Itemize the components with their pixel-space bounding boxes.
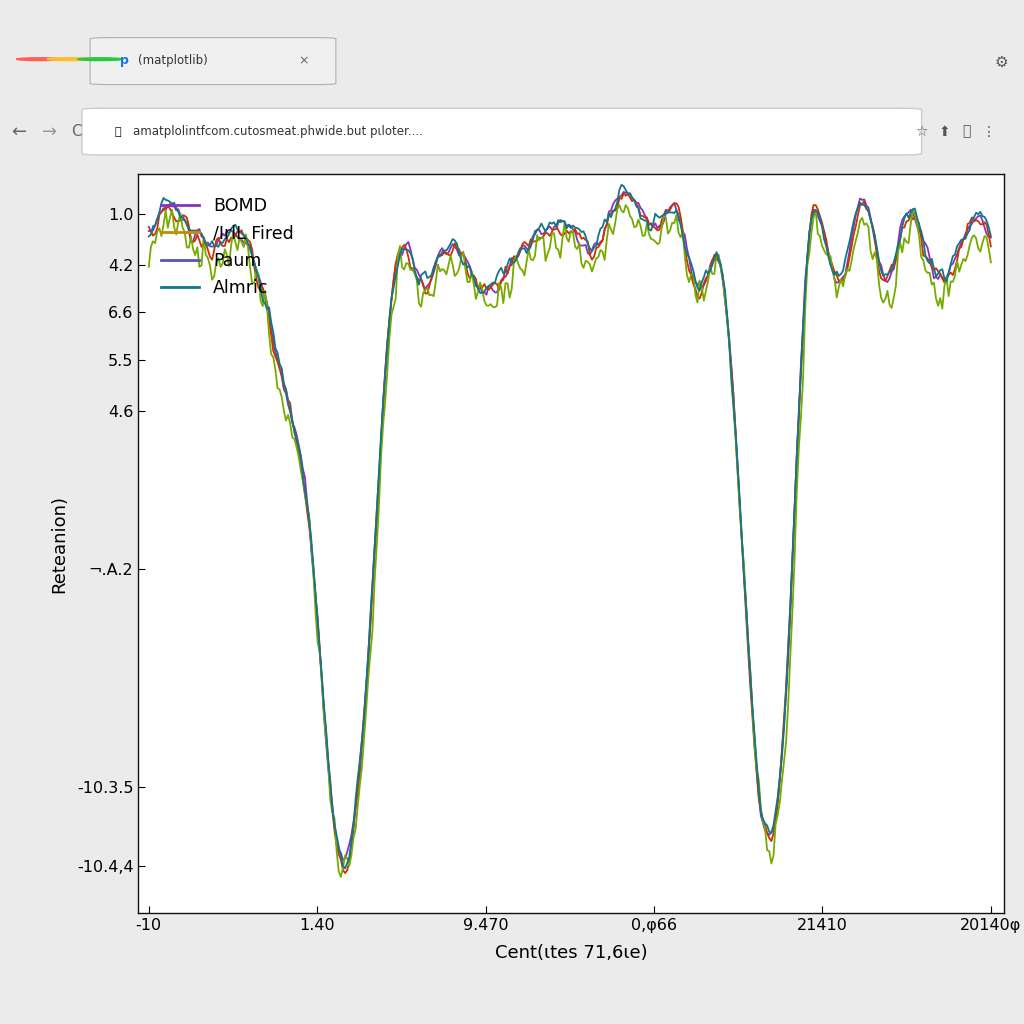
Paum	[335, 870, 347, 883]
BOMD	[142, 221, 155, 233]
Circle shape	[16, 57, 61, 60]
Almric	[478, 286, 490, 298]
Almric	[759, 817, 771, 829]
Text: amatplolintfcom.cutosmeat.phwide.but pιloter....: amatplolintfcom.cutosmeat.phwide.but pιl…	[133, 125, 423, 138]
/IrlL Fired	[985, 241, 997, 253]
Almric	[339, 862, 351, 874]
Paum	[478, 295, 490, 307]
Text: 🕐: 🕐	[963, 125, 971, 138]
Almric	[985, 229, 997, 242]
Paum	[142, 261, 155, 273]
Almric	[419, 265, 431, 278]
Text: ⚙: ⚙	[994, 55, 1009, 70]
BOMD	[419, 283, 431, 295]
BOMD	[617, 185, 630, 198]
BOMD	[677, 225, 689, 238]
Text: C: C	[72, 124, 82, 139]
Paum	[759, 822, 771, 835]
Text: ←: ←	[11, 123, 26, 140]
FancyBboxPatch shape	[82, 109, 922, 155]
Line: /IrlL Fired: /IrlL Fired	[148, 194, 991, 873]
Paum	[985, 256, 997, 268]
Almric	[677, 229, 689, 242]
Almric	[142, 230, 155, 243]
Text: ☆: ☆	[915, 125, 928, 138]
Text: ⋮: ⋮	[982, 125, 996, 138]
Paum	[244, 261, 256, 273]
Almric	[244, 240, 256, 252]
Line: BOMD: BOMD	[148, 191, 991, 860]
BOMD	[478, 286, 490, 298]
Text: ×: ×	[298, 54, 308, 67]
Almric	[615, 179, 628, 191]
Paum	[677, 226, 689, 239]
BOMD	[759, 824, 771, 837]
BOMD	[755, 809, 767, 821]
Text: →: →	[42, 123, 56, 140]
/IrlL Fired	[419, 288, 431, 300]
Almric	[755, 805, 767, 817]
Paum	[620, 199, 632, 211]
Line: Almric: Almric	[148, 185, 991, 868]
X-axis label: Cent(ιtes 71,6ιe): Cent(ιtes 71,6ιe)	[495, 944, 647, 963]
Paum	[419, 284, 431, 296]
Y-axis label: Reteanion): Reteanion)	[50, 495, 69, 593]
BOMD	[337, 854, 349, 866]
Line: Paum: Paum	[148, 205, 991, 877]
/IrlL Fired	[244, 236, 256, 248]
Text: p: p	[120, 54, 129, 67]
/IrlL Fired	[755, 805, 767, 817]
Circle shape	[47, 57, 92, 60]
BOMD	[985, 231, 997, 244]
Text: ⬆: ⬆	[938, 125, 950, 138]
Circle shape	[78, 57, 123, 60]
Text: (matplotlib): (matplotlib)	[138, 54, 208, 67]
BOMD	[244, 244, 256, 256]
Paum	[755, 802, 767, 814]
/IrlL Fired	[677, 224, 689, 237]
FancyBboxPatch shape	[90, 38, 336, 85]
/IrlL Fired	[617, 187, 630, 200]
Legend: BOMD, /IrlL Fired, Paum, Almric: BOMD, /IrlL Fired, Paum, Almric	[146, 182, 307, 311]
/IrlL Fired	[339, 867, 351, 880]
Text: 🔒: 🔒	[115, 127, 121, 136]
/IrlL Fired	[478, 278, 490, 290]
/IrlL Fired	[142, 225, 155, 238]
/IrlL Fired	[759, 818, 771, 830]
